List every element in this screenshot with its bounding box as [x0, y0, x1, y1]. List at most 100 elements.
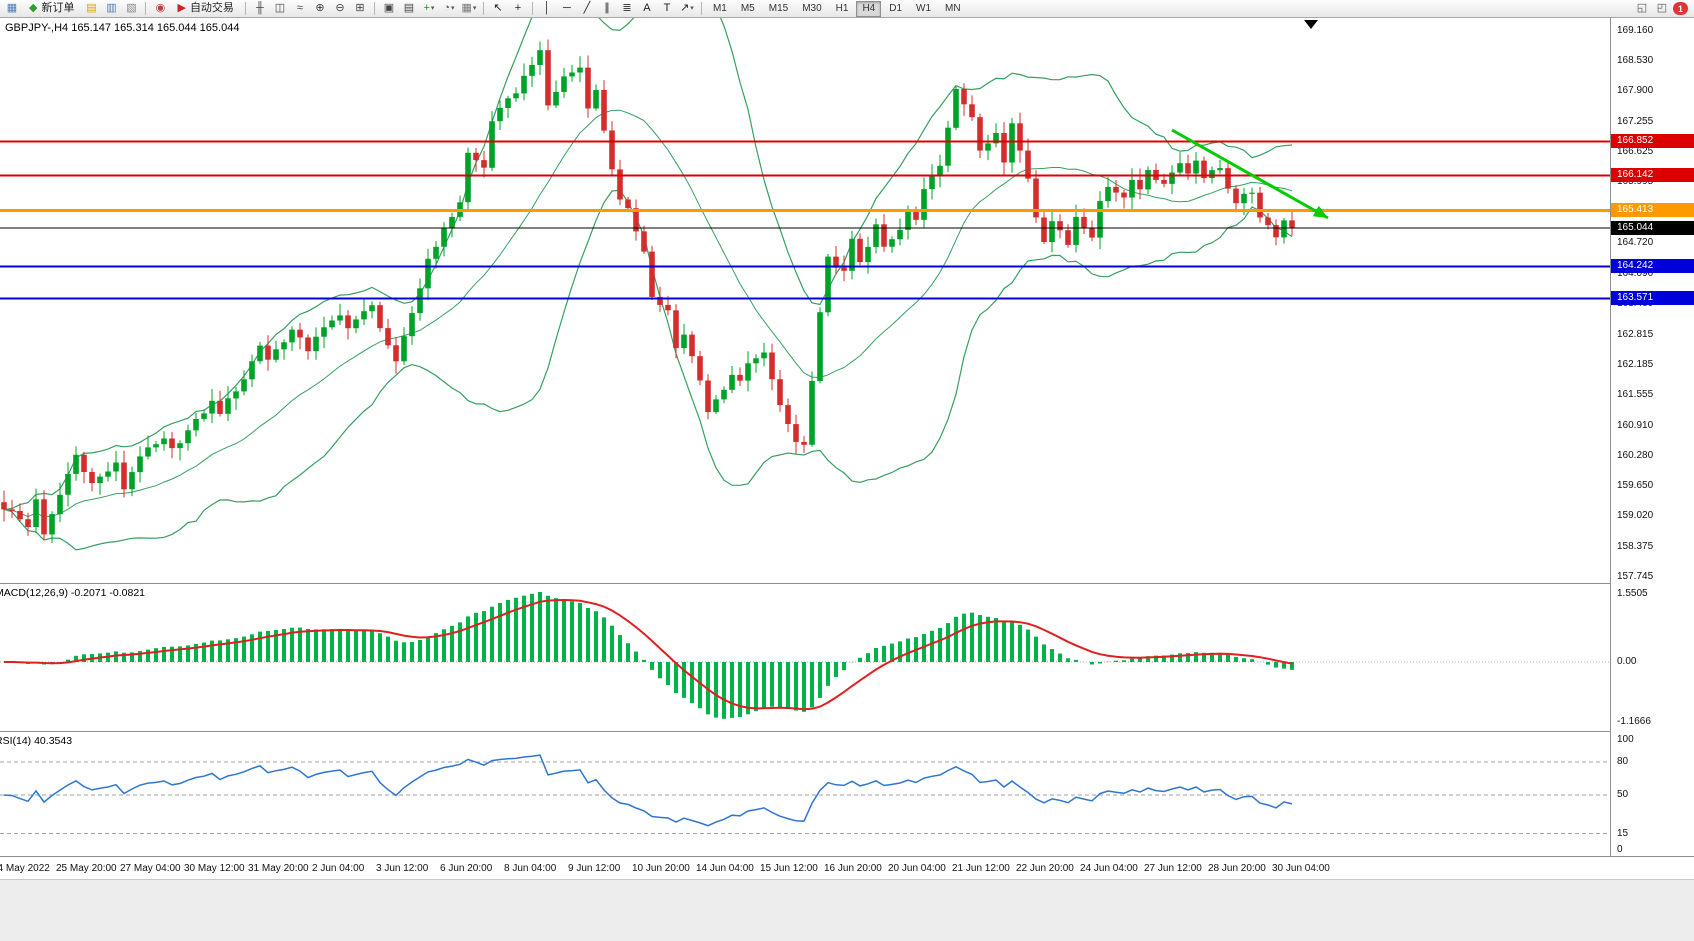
fibonacci-icon[interactable]: ≣ — [618, 1, 636, 17]
candlestick-chart-icon[interactable]: ◫ — [271, 1, 289, 17]
horizontal-line-glyph-icon: ─ — [563, 2, 571, 14]
price-axis-label: 158.375 — [1617, 541, 1654, 552]
line-chart-glyph-icon: ≈ — [296, 2, 303, 14]
autotrading-glyph-icon: ▶ — [177, 2, 186, 14]
dropdown-caret-icon: ▾ — [690, 5, 694, 12]
arrows-icon[interactable]: ↗ ▾ — [678, 1, 696, 17]
periods-button[interactable]: ◔ ▾ — [440, 1, 458, 17]
price-axis-label: 169.160 — [1617, 25, 1654, 36]
timeframe-button-h4[interactable]: H4 — [856, 0, 882, 17]
favorites-icon[interactable]: ▤ — [82, 1, 100, 17]
new-order-button[interactable]: ◆ 新订单 — [23, 1, 80, 17]
time-axis-label: 30 May 12:00 — [184, 863, 245, 874]
bar-chart-glyph-icon: ╫ — [256, 2, 264, 14]
timeframe-button-mn[interactable]: MN — [945, 3, 961, 14]
rsi-axis-label: 15 — [1617, 828, 1629, 839]
price-axis-label: 167.900 — [1617, 85, 1654, 96]
auto-arrange-glyph-icon: ▣ — [383, 2, 395, 14]
panel-separator[interactable] — [0, 583, 1694, 584]
time-axis-label: 27 May 04:00 — [120, 863, 181, 874]
timeframe-button-w1[interactable]: W1 — [916, 3, 932, 14]
time-axis-label: 2 Jun 04:00 — [312, 863, 365, 874]
timeframe-button-m15[interactable]: M15 — [768, 3, 789, 14]
price-axis-label: 164.090 — [1617, 268, 1654, 279]
price-axis[interactable]: 169.160168.530167.900167.255166.625165.9… — [1610, 18, 1694, 879]
templates-button[interactable]: ▦ ▾ — [460, 1, 478, 17]
stack-windows-icon[interactable]: ▤ — [400, 1, 418, 17]
history-center-glyph-icon: ▧ — [126, 2, 137, 14]
time-axis-label: 31 May 20:00 — [248, 863, 309, 874]
timeframe-button-h1[interactable]: H1 — [835, 3, 849, 14]
text-icon[interactable]: A — [638, 1, 656, 17]
crosshair-glyph-icon: + — [514, 2, 522, 14]
price-axis-label: 162.815 — [1617, 329, 1654, 340]
rsi-axis-label: 0 — [1617, 844, 1623, 855]
price-tag-163.571: 163.571 — [1611, 291, 1694, 305]
new-chart-glyph-icon: ▦ — [6, 2, 18, 14]
horizontal-line-icon[interactable]: ─ — [558, 1, 576, 17]
arrows-glyph-icon: ↗ — [680, 2, 690, 14]
zoom-in-icon[interactable]: ⊕ — [311, 1, 329, 17]
fibonacci-glyph-icon: ≣ — [622, 2, 632, 14]
price-axis-label: 162.185 — [1617, 359, 1654, 370]
price-tag-165.044: 165.044 — [1611, 221, 1694, 235]
window-new-glyph-icon: ◰ — [1656, 2, 1668, 14]
chart-shift-marker[interactable] — [1304, 20, 1318, 29]
zoom-out-icon[interactable]: ⊖ — [331, 1, 349, 17]
new-order-button-label: 新订单 — [41, 2, 75, 14]
auto-arrange-icon[interactable]: ▣ — [380, 1, 398, 17]
dropdown-caret-icon: ▾ — [430, 5, 435, 12]
macd-axis-label: 1.5505 — [1617, 588, 1648, 599]
macd-histogram — [10, 592, 1294, 719]
time-axis-label: 24 Jun 04:00 — [1080, 863, 1138, 874]
stack-windows-glyph-icon: ▤ — [403, 2, 415, 14]
history-center-icon[interactable]: ▧ — [122, 1, 140, 17]
new-chart-icon[interactable]: ▦ — [3, 1, 21, 17]
dropdown-caret-icon: ▾ — [451, 5, 455, 12]
timeframe-button-m30[interactable]: M30 — [802, 3, 822, 14]
trend-arrow-line[interactable] — [1171, 128, 1329, 220]
window-new-icon[interactable]: ◰ — [1653, 1, 1671, 17]
crosshair-icon[interactable]: + — [509, 1, 527, 17]
macd-panel[interactable] — [0, 584, 1610, 731]
macd-indicator-label: MACD(12,26,9) -0.2071 -0.0821 — [0, 587, 145, 599]
time-axis-label: 27 Jun 12:00 — [1144, 863, 1202, 874]
timeframe-button-d1[interactable]: D1 — [889, 3, 903, 14]
line-chart-icon[interactable]: ≈ — [291, 1, 309, 17]
timeframe-button-m1[interactable]: M1 — [712, 3, 727, 14]
time-axis-label: 25 May 20:00 — [56, 863, 117, 874]
rsi-panel[interactable] — [0, 732, 1610, 856]
text-label-icon[interactable]: T — [658, 1, 676, 17]
toolbar-separator — [700, 2, 702, 15]
market-watch-icon[interactable]: ◉ — [151, 1, 169, 17]
bar-chart-icon[interactable]: ╫ — [251, 1, 269, 17]
price-axis-label: 160.280 — [1617, 450, 1654, 461]
cursor-icon[interactable]: ↖ — [489, 1, 507, 17]
price-tag-166.852: 166.852 — [1611, 134, 1694, 148]
window-restore-icon[interactable]: ◱ — [1633, 1, 1651, 17]
main-chart-canvas[interactable] — [0, 18, 1610, 583]
rsi-axis-label: 100 — [1617, 734, 1634, 745]
indicators-button[interactable]: + ▾ — [420, 1, 438, 17]
price-axis-label: 159.020 — [1617, 510, 1654, 521]
panel-separator[interactable] — [0, 731, 1694, 732]
channel-icon[interactable]: ∥ — [598, 1, 616, 17]
main-toolbar: ▦ ◆ 新订单 ▤ ▥ ▧ ◉ ▶ 自动交易 ╫ ◫ ≈ ⊕ ⊖ ⊞ ▣ ▤ + ▾ ◔ ▾ ▦ ▾ ↖ + │ ─ ╱ ∥ ≣ A T ↗ ▾ M… — [0, 0, 1694, 18]
candlestick-series — [1, 39, 1295, 543]
tile-windows-icon[interactable]: ⊞ — [351, 1, 369, 17]
print-icon[interactable]: ▥ — [102, 1, 120, 17]
vertical-line-icon[interactable]: │ — [538, 1, 556, 17]
timeframe-button-m5[interactable]: M5 — [740, 3, 755, 14]
toolbar-separator — [531, 2, 533, 15]
autotrading-button-label: 自动交易 — [189, 2, 234, 14]
time-axis-label: 22 Jun 20:00 — [1016, 863, 1074, 874]
price-axis-label: 164.720 — [1617, 237, 1654, 248]
toolbar-separator — [373, 2, 375, 15]
trendline-icon[interactable]: ╱ — [578, 1, 596, 17]
candlestick-chart-glyph-icon: ◫ — [274, 2, 286, 14]
price-tag-166.142: 166.142 — [1611, 168, 1694, 182]
notification-badge[interactable]: 1 — [1672, 2, 1688, 15]
cursor-glyph-icon: ↖ — [493, 2, 503, 14]
autotrading-button[interactable]: ▶ 自动交易 — [171, 1, 239, 17]
